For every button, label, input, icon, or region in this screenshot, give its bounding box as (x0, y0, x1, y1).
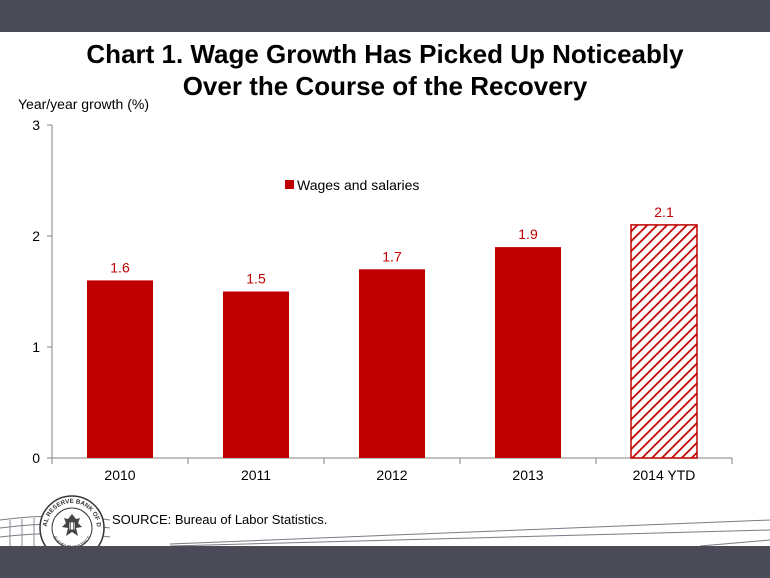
x-tick-label: 2013 (512, 467, 543, 483)
chart-bars: 1.6 1.5 1.7 1.9 2.1 (87, 204, 698, 459)
x-tick-label: 2011 (241, 467, 271, 483)
bar-hatched (630, 224, 698, 459)
bar (359, 269, 425, 458)
bar-data-label: 1.9 (518, 226, 538, 242)
bar-data-label: 1.6 (110, 259, 130, 275)
federal-reserve-seal-icon: FEDERAL RESERVE BANK OF DALLAS ELEVENTH … (38, 494, 105, 561)
chart-legend: Wages and salaries (285, 177, 419, 193)
source-note: SOURCE: Bureau of Labor Statistics. (112, 512, 328, 527)
bottom-frame-bar (0, 546, 770, 578)
bar-data-label: 1.5 (246, 271, 266, 287)
chart-title: Chart 1. Wage Growth Has Picked Up Notic… (0, 38, 770, 102)
y-axis-title: Year/year growth (%) (18, 96, 149, 112)
legend-swatch (285, 180, 294, 189)
bar-data-label: 2.1 (654, 204, 674, 220)
y-tick-label: 1 (32, 339, 40, 355)
bar (87, 280, 153, 458)
y-tick-label: 0 (32, 450, 40, 466)
legend-label: Wages and salaries (297, 177, 419, 193)
x-tick-label: 2012 (376, 467, 407, 483)
top-frame-bar (0, 0, 770, 32)
bar (223, 291, 289, 458)
y-tick-label: 2 (32, 228, 40, 244)
bar-data-label: 1.7 (382, 248, 402, 264)
chart-axes: 0 1 2 3 2010 2011 2012 2013 2014 YTD (32, 117, 733, 483)
x-tick-label: 2010 (104, 467, 135, 483)
chart-title-line-1: Chart 1. Wage Growth Has Picked Up Notic… (86, 39, 684, 69)
bar (495, 247, 561, 458)
chart-title-line-2: Over the Course of the Recovery (182, 71, 588, 101)
y-tick-label: 3 (32, 117, 40, 133)
x-tick-label: 2014 YTD (633, 467, 696, 483)
